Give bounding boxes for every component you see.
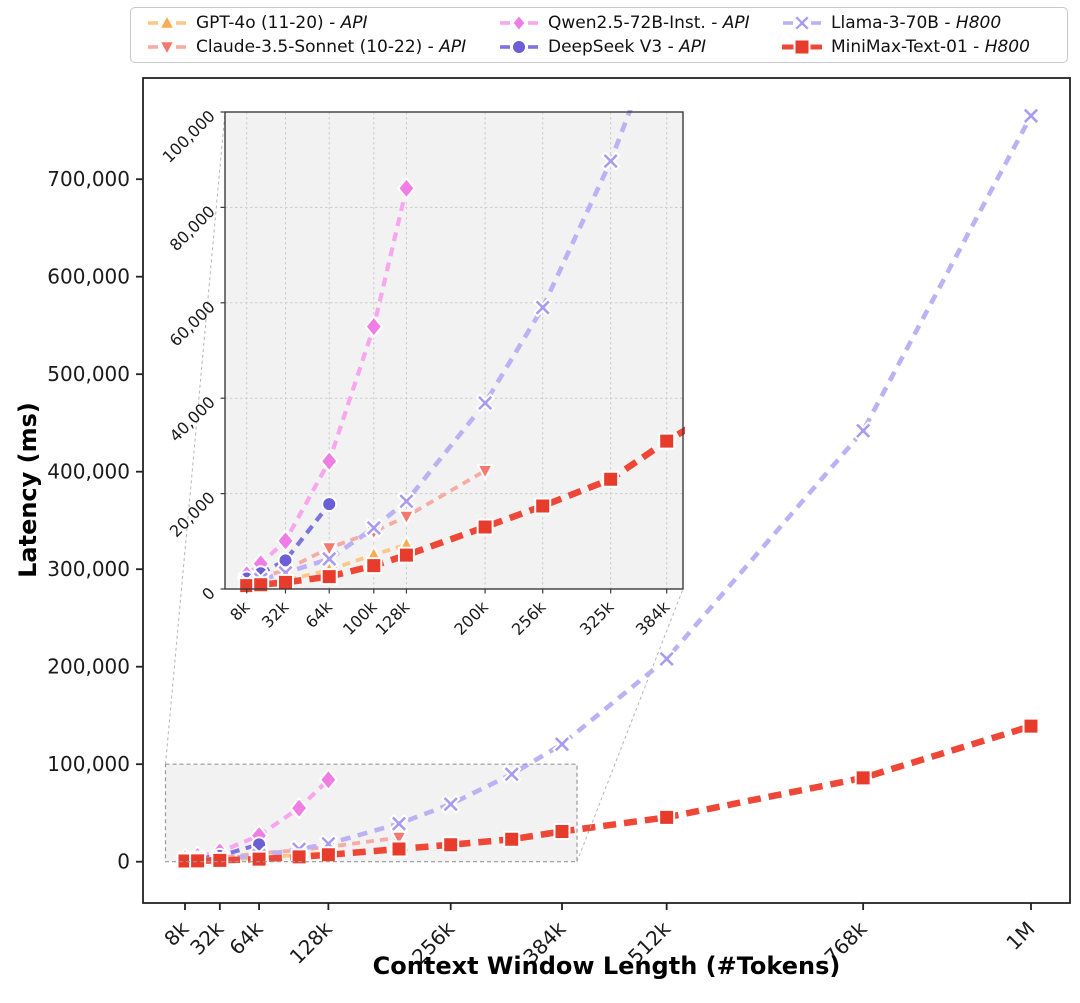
inset-x-tick-label: 256k: [508, 597, 550, 639]
series-qwen-inset: [237, 177, 416, 586]
legend-label-deepseek: DeepSeek V3 - API: [548, 36, 707, 57]
inset-y-tick-label: 40,000: [166, 393, 219, 446]
inset-x-tick-label: 128k: [372, 597, 414, 639]
legend-entry-qwen: Qwen2.5-72B-Inst. - API: [499, 13, 782, 33]
gpt4o-legend-marker-icon: [148, 14, 186, 30]
legend-entry-llama: Llama-3-70B - H800: [782, 13, 1057, 33]
inset-plot-border: [224, 111, 684, 590]
deepseek-legend-marker-icon: [500, 39, 538, 55]
main-y-tick-label: 200,000: [47, 655, 130, 679]
main-y-tick-label: 300,000: [47, 557, 130, 581]
legend-label-minimax: MiniMax-Text-01 - H800: [831, 36, 1030, 57]
zoom-indicator-rect: [164, 763, 578, 863]
main-x-tick-label: 1M: [1001, 917, 1039, 955]
inset-x-tick-label: 325k: [576, 597, 618, 639]
legend-label-claude: Claude-3.5-Sonnet (10-22) - API: [196, 36, 467, 57]
y-axis-label: Latency (ms): [14, 402, 42, 578]
zoom-connector-left: [165, 111, 226, 765]
zoom-connector-right: [576, 588, 684, 862]
main-y-tick-label: 400,000: [47, 460, 130, 484]
main-y-tick-label: 700,000: [47, 167, 130, 191]
main-y-tick-label: 0: [117, 850, 130, 874]
main-y-tick-label: 600,000: [47, 265, 130, 289]
main-y-tick-label: 500,000: [47, 362, 130, 386]
legend-entry-gpt4o: GPT-4o (11-20) - API: [147, 13, 499, 33]
inset-background: [225, 112, 683, 589]
inset-y-tick-label: 60,000: [166, 297, 219, 350]
inset-x-tick-label: 8k: [226, 597, 254, 625]
legend: GPT-4o (11-20) - API Claude-3.5-Sonnet (1…: [130, 7, 1068, 63]
inset-y-tick-label: 20,000: [166, 488, 219, 541]
inset-x-tick-label: 32k: [258, 597, 293, 632]
inset-y-tick-label: 80,000: [166, 202, 219, 255]
inset-y-tick-label: 100,000: [159, 106, 219, 166]
legend-label-llama: Llama-3-70B - H800: [831, 12, 1002, 33]
legend-entry-deepseek: DeepSeek V3 - API: [499, 37, 782, 57]
series-minimax-main: [176, 717, 1040, 870]
legend-label-gpt4o: GPT-4o (11-20) - API: [196, 12, 368, 33]
llama-legend-marker-icon: [783, 14, 821, 32]
inset-x-tick-label: 100k: [339, 597, 381, 639]
legend-label-qwen: Qwen2.5-72B-Inst. - API: [548, 12, 750, 33]
x-axis-label: Context Window Length (#Tokens): [372, 952, 841, 980]
legend-entry-claude: Claude-3.5-Sonnet (10-22) - API: [147, 37, 499, 57]
claude-legend-marker-icon: [148, 40, 186, 56]
inset-y-tick-label: 0: [198, 583, 219, 604]
main-plot-border: [142, 77, 1071, 904]
inset-x-tick-label: 200k: [450, 597, 492, 639]
inset-x-tick-label: 384k: [632, 597, 674, 639]
minimax-legend-marker-icon: [782, 38, 822, 56]
main-y-tick-label: 100,000: [47, 752, 130, 776]
qwen-legend-marker-icon: [500, 14, 538, 32]
inset-x-tick-label: 64k: [302, 597, 337, 632]
legend-entry-minimax: MiniMax-Text-01 - H800: [782, 37, 1057, 57]
